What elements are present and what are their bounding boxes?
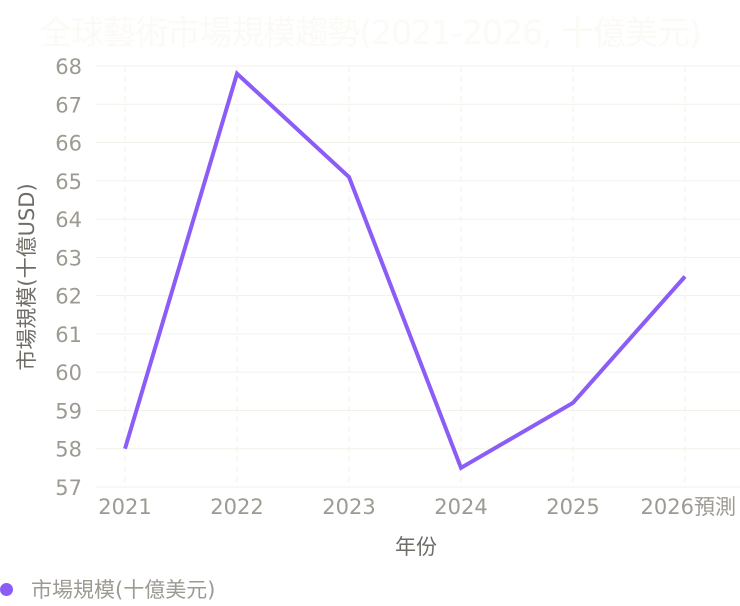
y-tick-label: 67 [55,93,82,117]
legend-label[interactable]: 市場規模(十億美元) [31,578,216,602]
grid-lines [96,65,740,488]
x-tick-label: 2021 [98,495,151,519]
y-tick-label: 66 [55,132,82,156]
y-tick-label: 68 [55,55,82,79]
x-tick-label: 2024 [434,495,487,519]
x-tick-label: 2022 [210,495,263,519]
x-tick-label: 2026預測 [641,495,736,519]
legend: 市場規模(十億美元) [0,574,215,604]
legend-marker-icon [0,582,13,596]
x-axis-title: 年份 [395,535,437,559]
y-tick-label: 62 [55,285,82,309]
x-tick-label: 2023 [322,495,375,519]
y-tick-label: 65 [55,170,82,194]
series-line [123,70,687,471]
y-axis-ticks: 57 58 59 60 61 62 63 64 65 66 67 68 [55,55,82,500]
x-axis-ticks: 2021 2022 2023 2024 2025 2026預測 [98,495,736,519]
y-tick-label: 61 [55,323,82,347]
y-tick-label: 63 [55,246,82,270]
y-tick-label: 57 [55,476,82,500]
chart-title: 全球藝術市場規模趨勢(2021-2026, 十億美元) [39,13,702,52]
y-tick-label: 60 [55,361,82,385]
y-tick-label: 58 [55,438,82,462]
y-axis-title: 市場規模(十億USD) [15,183,39,370]
y-tick-label: 59 [55,399,82,423]
x-tick-label: 2025 [546,495,599,519]
y-tick-label: 64 [55,208,82,232]
